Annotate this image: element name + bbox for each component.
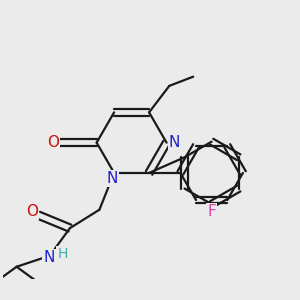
Text: N: N [43,250,55,265]
Text: N: N [106,171,118,186]
Text: O: O [26,204,38,219]
Text: O: O [47,135,59,150]
Text: N: N [169,135,180,150]
Text: H: H [57,247,68,261]
Text: F: F [207,204,216,219]
